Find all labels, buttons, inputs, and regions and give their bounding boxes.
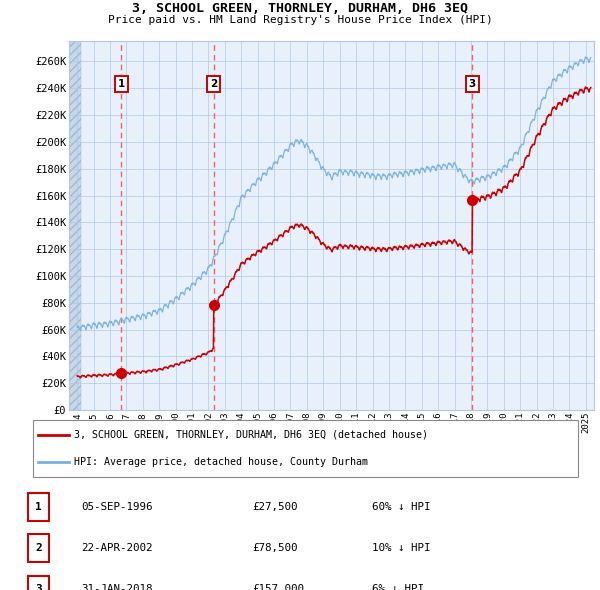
Text: 3: 3 <box>469 78 476 88</box>
Text: 1: 1 <box>118 78 125 88</box>
Text: 2: 2 <box>35 543 42 553</box>
Text: 60% ↓ HPI: 60% ↓ HPI <box>372 502 431 512</box>
Text: £27,500: £27,500 <box>252 502 298 512</box>
Text: 31-JAN-2018: 31-JAN-2018 <box>81 585 152 590</box>
Text: Price paid vs. HM Land Registry's House Price Index (HPI): Price paid vs. HM Land Registry's House … <box>107 15 493 25</box>
FancyBboxPatch shape <box>33 420 578 477</box>
Text: 6% ↓ HPI: 6% ↓ HPI <box>372 585 424 590</box>
Text: 2: 2 <box>210 78 217 88</box>
FancyBboxPatch shape <box>28 576 49 590</box>
FancyBboxPatch shape <box>28 493 49 520</box>
FancyBboxPatch shape <box>28 535 49 562</box>
Text: 3, SCHOOL GREEN, THORNLEY, DURHAM, DH6 3EQ (detached house): 3, SCHOOL GREEN, THORNLEY, DURHAM, DH6 3… <box>74 430 428 440</box>
Text: 10% ↓ HPI: 10% ↓ HPI <box>372 543 431 553</box>
Text: 3, SCHOOL GREEN, THORNLEY, DURHAM, DH6 3EQ: 3, SCHOOL GREEN, THORNLEY, DURHAM, DH6 3… <box>132 2 468 15</box>
Text: HPI: Average price, detached house, County Durham: HPI: Average price, detached house, Coun… <box>74 457 368 467</box>
Text: 3: 3 <box>35 585 42 590</box>
Bar <box>69 41 82 410</box>
Text: 1: 1 <box>35 502 42 512</box>
Text: £157,000: £157,000 <box>252 585 304 590</box>
Text: 22-APR-2002: 22-APR-2002 <box>81 543 152 553</box>
Text: £78,500: £78,500 <box>252 543 298 553</box>
Text: 05-SEP-1996: 05-SEP-1996 <box>81 502 152 512</box>
